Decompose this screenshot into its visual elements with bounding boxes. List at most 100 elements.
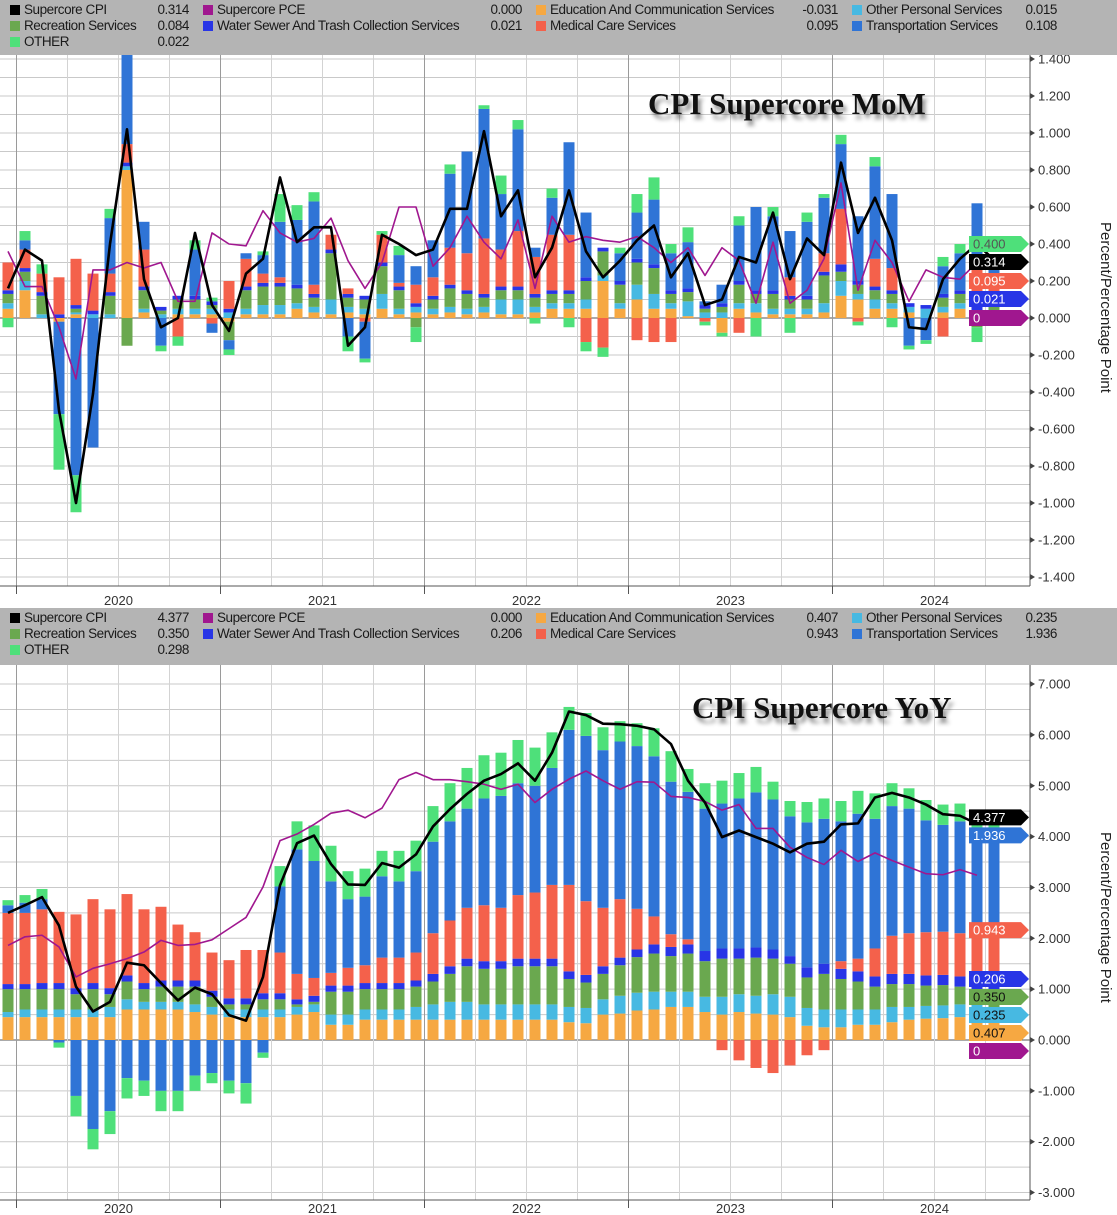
bar-segment-transportation-services (223, 1040, 235, 1081)
bar-segment-transportation-services (869, 166, 881, 259)
bar-segment-water-sewer-and-trash-collection-services (852, 971, 864, 982)
y-tick-label: -1.400 (1038, 570, 1075, 585)
bar-segment-medical-care-services (155, 906, 167, 981)
bar-segment-recreation-services (767, 293, 779, 309)
bar-segment-water-sewer-and-trash-collection-services (53, 983, 65, 990)
bar-segment-water-sewer-and-trash-collection-services (478, 293, 490, 298)
bar-segment-water-sewer-and-trash-collection-services (240, 286, 252, 291)
bar-segment-other (648, 177, 660, 200)
value-tag (969, 970, 1029, 987)
bar-segment-transportation-services (716, 803, 728, 949)
bar-segment-education-and-communication-services (614, 308, 626, 318)
bar-segment-recreation-services (937, 297, 949, 307)
bar-segment-education-and-communication-services (512, 1019, 524, 1040)
bar-segment-water-sewer-and-trash-collection-services (325, 249, 337, 254)
bar-segment-other-personal-services (138, 1001, 150, 1010)
bar-segment-other-personal-services (835, 1009, 847, 1028)
bar-segment-water-sewer-and-trash-collection-services (393, 286, 405, 291)
bar-segment-water-sewer-and-trash-collection-services (308, 293, 320, 298)
y-tick-label: 0.000 (1038, 1033, 1071, 1048)
bar-segment-education-and-communication-services (240, 314, 252, 318)
bar-segment-recreation-services (2, 989, 14, 1013)
bar-segment-recreation-services (53, 989, 65, 1010)
bar-segment-other (903, 345, 915, 350)
bar-segment-transportation-services (546, 767, 558, 885)
value-tag-label: 1.936 (973, 828, 1006, 843)
bar-segment-water-sewer-and-trash-collection-services (699, 951, 711, 962)
bar-segment-education-and-communication-services (665, 308, 677, 318)
bar-segment-other-personal-services (206, 1006, 218, 1015)
bar-segment-other (444, 164, 456, 174)
bar-segment-transportation-services (580, 212, 592, 278)
legend-value: 0.407 (806, 610, 838, 625)
bar-segment-water-sewer-and-trash-collection-services (512, 958, 524, 967)
bar-segment-other-personal-services (563, 1006, 575, 1023)
bar-segment-transportation-services (53, 1040, 65, 1043)
bar-segment-other-personal-services (886, 303, 898, 309)
bar-segment-other-personal-services (478, 306, 490, 313)
bar-segment-transportation-services (410, 871, 422, 953)
bar-segment-transportation-services (886, 806, 898, 936)
bar-segment-other (36, 888, 48, 900)
bar-segment-education-and-communication-services (410, 312, 422, 318)
x-tick-label: 2022 (512, 593, 541, 608)
bar-segment-other (733, 216, 745, 226)
bar-segment-other (104, 1111, 116, 1135)
bar-segment-water-sewer-and-trash-collection-services (2, 290, 14, 294)
bar-segment-other-personal-services (920, 308, 932, 318)
bar-segment-transportation-services (920, 820, 932, 933)
bar-segment-medical-care-services (172, 924, 184, 981)
y-tick-mark (1030, 204, 1035, 210)
bar-segment-medical-care-services (665, 934, 677, 947)
bar-segment-water-sewer-and-trash-collection-services (2, 984, 14, 990)
bar-segment-other-personal-services (2, 1012, 14, 1018)
bar-segment-recreation-services (478, 297, 490, 307)
bar-segment-other (359, 868, 371, 897)
legend-swatch (852, 613, 862, 623)
bar-segment-other (19, 231, 31, 241)
bar-segment-water-sewer-and-trash-collection-services (818, 271, 830, 276)
bar-segment-medical-care-services (920, 932, 932, 976)
bar-segment-water-sewer-and-trash-collection-services (444, 966, 456, 974)
bar-segment-other (461, 767, 473, 809)
bar-segment-transportation-services (682, 242, 694, 289)
bar-segment-transportation-services (478, 108, 490, 239)
bar-segment-other (495, 175, 507, 195)
y-tick-label: -0.400 (1038, 385, 1075, 400)
value-tag (969, 236, 1029, 252)
y-tick-mark (1030, 833, 1035, 840)
bar-segment-recreation-services (138, 290, 150, 309)
bar-segment-other (682, 227, 694, 243)
value-tag (969, 291, 1029, 307)
legend-label: OTHER (24, 34, 70, 49)
bar-segment-other-personal-services (172, 1001, 184, 1010)
bar-segment-education-and-communication-services (70, 1017, 82, 1040)
bar-segment-other-personal-services (716, 312, 728, 318)
bar-segment-other-personal-services (716, 996, 728, 1015)
bar-segment-water-sewer-and-trash-collection-services (189, 980, 201, 987)
bar-segment-other-personal-services (801, 308, 813, 315)
bar-segment-other (172, 336, 184, 346)
bar-segment-other (971, 327, 983, 343)
bar-segment-other (920, 799, 932, 821)
bar-segment-other-personal-services (886, 1006, 898, 1023)
bar-segment-education-and-communication-services (682, 316, 694, 318)
legend-swatch (536, 613, 546, 623)
bar-segment-recreation-services (937, 985, 949, 1006)
bar-segment-education-and-communication-services (393, 1019, 405, 1040)
bar-segment-other-personal-services (631, 992, 643, 1011)
bar-segment-other (750, 766, 762, 793)
bar-segment-education-and-communication-services (529, 312, 541, 318)
bar-segment-education-and-communication-services (750, 1013, 762, 1040)
bar-segment-medical-care-services (954, 933, 966, 977)
bar-segment-other (189, 240, 201, 250)
bar-segment-recreation-services (19, 271, 31, 281)
bar-segment-recreation-services (70, 994, 82, 1010)
bar-segment-transportation-services (580, 735, 592, 902)
bar-segment-transportation-services (155, 1040, 167, 1091)
bar-segment-recreation-services (410, 318, 422, 328)
bar-segment-education-and-communication-services (36, 1017, 48, 1040)
legend-swatch (203, 613, 213, 623)
bar-segment-education-and-communication-services (920, 1018, 932, 1040)
bar-segment-recreation-services (223, 1004, 235, 1010)
